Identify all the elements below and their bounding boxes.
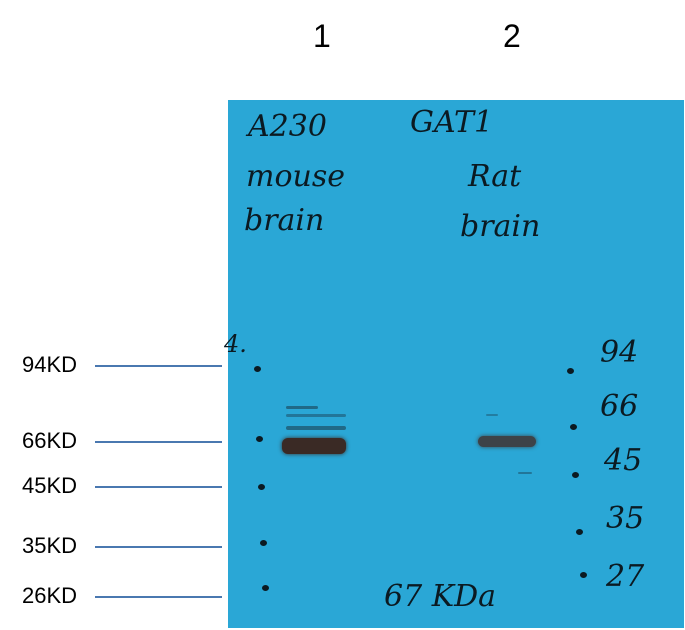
lane-number-1: 1 xyxy=(313,18,331,54)
ladder-dot xyxy=(262,585,269,591)
main-band-lane2 xyxy=(478,436,536,447)
marker-label-66: 66KD xyxy=(22,428,78,453)
ladder-right-94: 94 xyxy=(600,335,639,370)
faint-band xyxy=(286,406,318,409)
sample2-label-line2: brain xyxy=(460,209,541,244)
marker-label-26: 26KD xyxy=(22,583,78,608)
sample1-label-line2: brain xyxy=(244,203,325,238)
lane-number-2: 2 xyxy=(503,18,521,54)
sample1-label-line1: mouse xyxy=(246,159,345,194)
faint-band xyxy=(486,414,498,416)
marker-line-94 xyxy=(95,365,222,367)
ladder-dot xyxy=(256,436,263,442)
marker-line-35 xyxy=(95,546,222,548)
marker-line-66 xyxy=(95,441,222,443)
faint-band xyxy=(286,426,346,430)
band-size-label: 67 KDa xyxy=(384,579,497,614)
marker-label-35: 35KD xyxy=(22,533,78,558)
marker-line-45 xyxy=(95,486,222,488)
blot-membrane: A230 GAT1 mouse brain Rat brain 4. 94 66… xyxy=(224,100,684,628)
ladder-dot xyxy=(254,366,261,372)
marker-label-94: 94KD xyxy=(22,352,78,377)
faint-band xyxy=(286,414,346,417)
ladder-right-66: 66 xyxy=(600,389,639,424)
ladder-dot xyxy=(260,540,267,546)
ladder-dot xyxy=(576,529,583,535)
ladder-right-27: 27 xyxy=(606,559,645,594)
main-band-lane1 xyxy=(282,438,346,454)
ladder-right-35: 35 xyxy=(606,501,645,536)
ladder-mark: 4. xyxy=(224,330,247,358)
ladder-dot xyxy=(572,472,579,478)
ladder-dot xyxy=(570,424,577,430)
ladder-dot xyxy=(567,368,574,374)
ladder-right-45: 45 xyxy=(604,443,643,478)
marker-line-26 xyxy=(95,596,222,598)
target-label: GAT1 xyxy=(410,105,494,140)
sample2-label-line1: Rat xyxy=(468,159,522,194)
ladder-dot xyxy=(258,484,265,490)
ladder-dot xyxy=(580,572,587,578)
marker-label-45: 45KD xyxy=(22,473,78,498)
faint-band xyxy=(518,472,532,474)
antibody-label: A230 xyxy=(248,109,327,144)
